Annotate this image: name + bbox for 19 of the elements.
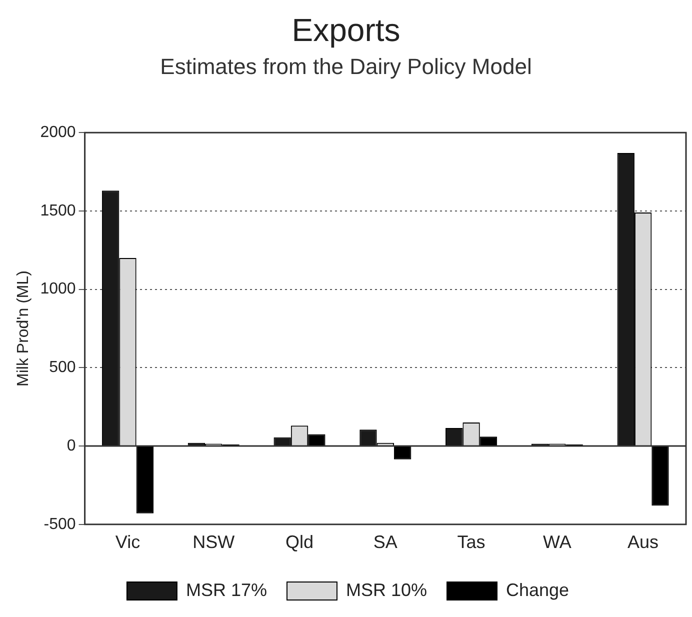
x-tick-label: NSW	[192, 532, 235, 552]
y-tick-label: 2000	[40, 124, 76, 142]
legend-label: MSR 17%	[186, 580, 267, 600]
x-tick-label: SA	[373, 532, 398, 552]
x-tick-label: Qld	[286, 532, 314, 552]
y-tick-label: 1500	[40, 202, 76, 220]
legend-label: Change	[506, 580, 570, 600]
x-tick-label: Vic	[115, 532, 140, 552]
chart-subtitle: Estimates from the Dairy Policy Model	[159, 54, 533, 80]
x-tick-label: WA	[543, 532, 572, 552]
legend-label: MSR 10%	[346, 580, 428, 600]
y-tick-label: -500	[44, 516, 76, 533]
y-tick-label: 1000	[40, 280, 76, 298]
y-tick-label: 0	[66, 437, 76, 454]
chart-title: Exports	[290, 12, 402, 49]
x-tick-label: Tas	[457, 532, 486, 552]
y-axis-title: Milk Prod'n (ML)	[15, 270, 32, 386]
x-tick-label: Aus	[628, 532, 659, 552]
y-tick-label: 500	[49, 359, 76, 376]
